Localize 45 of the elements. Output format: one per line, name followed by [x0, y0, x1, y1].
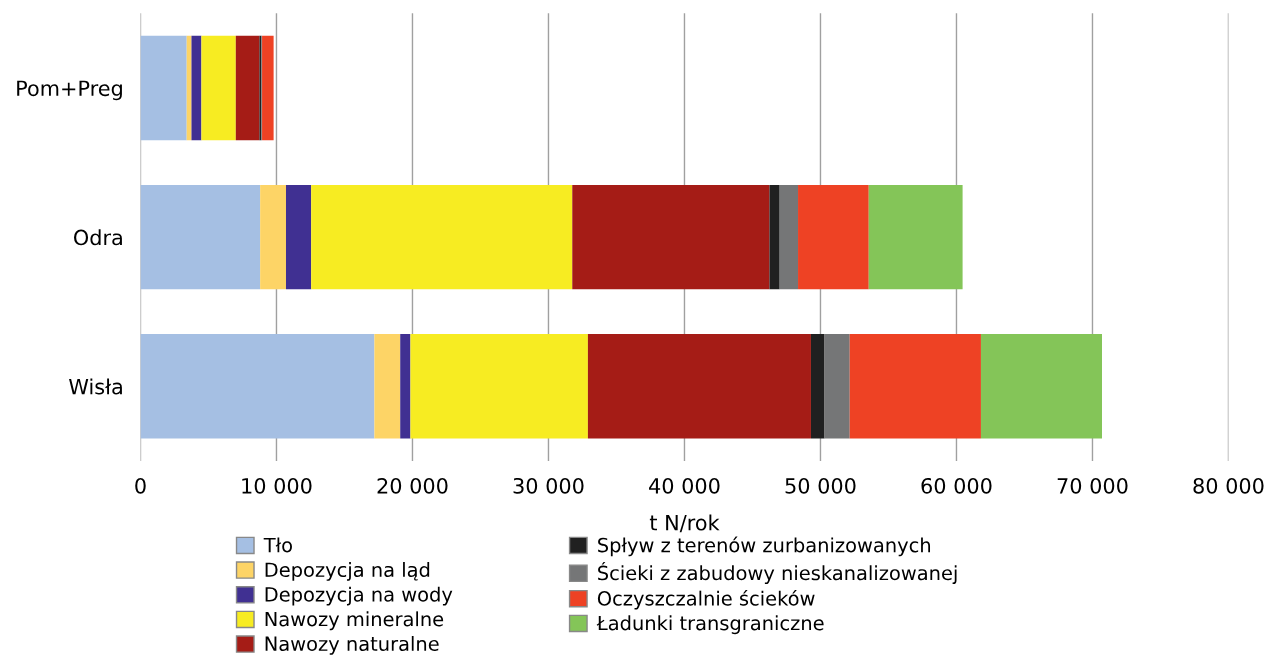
- bar: [235, 35, 260, 141]
- x-tick-label: 80 000: [1193, 477, 1264, 494]
- legend-label: Tło: [263, 537, 292, 553]
- x-tick-label: 70 000: [1057, 477, 1128, 494]
- x-tick-label: 0: [135, 477, 146, 494]
- bar: [779, 184, 799, 290]
- bar: [140, 334, 375, 439]
- bar: [262, 35, 274, 141]
- bar: [311, 184, 573, 290]
- bar: [868, 184, 963, 290]
- bar: [410, 334, 588, 439]
- legend-label: Depozycja na ląd: [265, 562, 430, 581]
- bar: [400, 334, 411, 439]
- bar: [191, 35, 202, 141]
- x-tick-label: 40 000: [649, 477, 720, 494]
- x-tick-label: 60 000: [921, 477, 992, 494]
- bar: [572, 184, 770, 290]
- legend-label: Nawozy mineralne: [265, 611, 444, 631]
- bar: [140, 184, 261, 290]
- bar: [980, 334, 1102, 439]
- bar: [824, 334, 850, 439]
- bar: [798, 184, 869, 290]
- legend-label: Oczyszczalnie ścieków: [597, 589, 815, 610]
- x-tick-label: 30 000: [513, 477, 584, 494]
- bar: [201, 35, 236, 141]
- y-tick-label: Odra: [74, 229, 122, 246]
- bar: [810, 334, 825, 439]
- legend-label: Nawozy naturalne: [265, 636, 439, 655]
- y-tick-label: Wisła: [69, 378, 122, 395]
- bar: [587, 334, 811, 439]
- legend-label: Ładunki transgraniczne: [596, 615, 824, 635]
- bar: [285, 184, 312, 290]
- bar: [849, 334, 981, 439]
- y-tick-label: Pom+Preg: [17, 80, 122, 101]
- x-axis-title: t N/rok: [649, 514, 720, 533]
- bar: [769, 184, 780, 290]
- bar: [260, 184, 286, 290]
- bar: [140, 35, 187, 141]
- legend-label: Spływ z terenów zurbanizowanych: [598, 536, 931, 557]
- bar: [374, 334, 401, 439]
- x-tick-label: 20 000: [377, 477, 448, 494]
- x-tick-label: 10 000: [242, 477, 312, 494]
- legend-label: Depozycja na wody: [265, 586, 453, 606]
- legend-label: Ścieki z zabudowy nieskanalizowanej: [598, 562, 957, 585]
- x-tick-label: 50 000: [785, 477, 856, 494]
